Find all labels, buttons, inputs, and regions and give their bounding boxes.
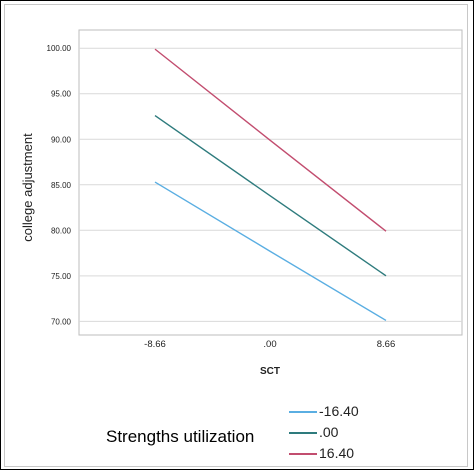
legend-swatch [289, 411, 317, 413]
x-tick-label: 8.66 [377, 339, 396, 350]
legend-swatch [289, 453, 317, 455]
y-tick-label: 75.00 [51, 272, 72, 281]
legend-item: 16.40 [289, 445, 409, 466]
legend-item: -16.40 [289, 403, 409, 424]
y-axis-label: college adjustment [20, 133, 35, 242]
legend-label: 16.40 [319, 445, 355, 461]
legend-label: .00 [319, 424, 339, 440]
y-tick-label: 85.00 [51, 181, 72, 190]
legend-label: -16.40 [319, 403, 359, 419]
plot-area [78, 29, 463, 336]
y-tick-label: 100.00 [47, 44, 72, 53]
series-line-1640 [154, 181, 387, 322]
x-axis-label: SCT [260, 366, 280, 377]
y-tick-label: 90.00 [51, 135, 72, 144]
x-tick-label: .00 [263, 339, 276, 350]
series-line-00 [154, 115, 387, 277]
x-tick-label: -8.66 [144, 339, 166, 350]
legend-item: .00 [289, 424, 409, 445]
y-tick-label: 95.00 [51, 90, 72, 99]
y-tick-label: 80.00 [51, 226, 72, 235]
legend: -16.40 .00 16.40 [289, 403, 409, 466]
chart-panel [4, 4, 468, 467]
series-line-1640 [154, 48, 387, 232]
legend-swatch [289, 432, 317, 434]
y-tick-label: 70.00 [51, 317, 72, 326]
legend-title: Strengths utilization [106, 427, 255, 446]
